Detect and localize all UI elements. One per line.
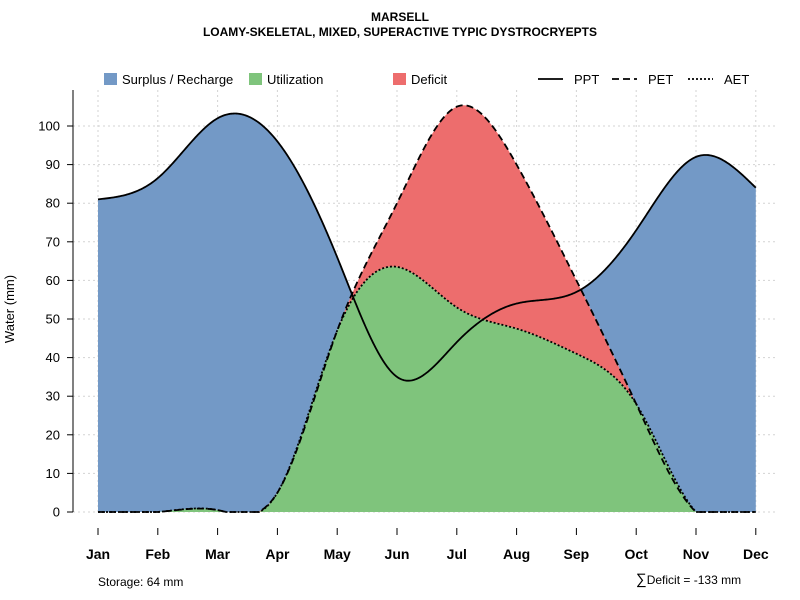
area-fills: [98, 105, 756, 512]
x-tick-label-dec: Dec: [743, 546, 769, 562]
x-tick-label-jan: Jan: [86, 546, 110, 562]
deficit-area: [98, 105, 756, 512]
axes: 0 10 20 30 40 50 60 70 80 90 100 Jan Feb Mar Apr May Jun…: [38, 90, 769, 562]
x-tick-label-jul: Jul: [447, 546, 467, 562]
chart-subtitle: LOAMY-SKELETAL, MIXED, SUPERACTIVE TYPIC…: [202, 25, 598, 39]
legend-swatch-surplus-recharge: [104, 73, 117, 85]
legend-item-ppt: PPT: [538, 72, 599, 87]
legend-label-deficit: Deficit: [411, 72, 448, 87]
legend-label-aet: AET: [724, 72, 749, 87]
x-tick-label-aug: Aug: [503, 546, 530, 562]
legend-label-surplus-recharge: Surplus / Recharge: [122, 72, 233, 87]
legend-label-pet: PET: [648, 72, 673, 87]
utilization-area: [98, 266, 756, 512]
x-tick-label-mar: Mar: [205, 546, 230, 562]
legend: Surplus / Recharge Utilization Deficit PPT P…: [104, 72, 749, 87]
legend-label-ppt: PPT: [574, 72, 599, 87]
y-tick-label-40: 40: [46, 350, 60, 365]
deficit-annotation: ∑Deficit = -133 mm: [636, 571, 741, 588]
y-tick-label-50: 50: [46, 312, 60, 327]
x-tick-label-apr: Apr: [265, 546, 290, 562]
series-lines: [97, 104, 757, 513]
surplus-area: [98, 105, 756, 512]
y-tick-label-10: 10: [46, 466, 60, 481]
y-tick-label-80: 80: [46, 196, 60, 211]
x-tick-label-may: May: [324, 546, 351, 562]
x-tick-label-jun: Jun: [385, 546, 410, 562]
legend-item-surplus-recharge: Surplus / Recharge: [104, 72, 233, 87]
x-tick-label-nov: Nov: [683, 546, 710, 562]
y-tick-label-0: 0: [53, 505, 60, 520]
legend-label-utilization: Utilization: [267, 72, 323, 87]
y-tick-label-90: 90: [46, 157, 60, 172]
y-tick-label-100: 100: [38, 119, 60, 134]
storage-annotation: Storage: 64 mm: [98, 575, 184, 589]
y-tick-label-20: 20: [46, 427, 60, 442]
legend-item-pet: PET: [612, 72, 673, 87]
aet-line: [98, 265, 756, 513]
y-tick-label-60: 60: [46, 273, 60, 288]
legend-item-deficit: Deficit: [393, 72, 448, 87]
x-tick-label-sep: Sep: [564, 546, 590, 562]
deficit-text: Deficit = -133 mm: [646, 573, 742, 587]
x-tick-label-oct: Oct: [625, 546, 649, 562]
legend-swatch-deficit: [393, 73, 406, 85]
sum-symbol: ∑: [636, 571, 647, 588]
legend-item-utilization: Utilization: [249, 72, 323, 87]
y-tick-label-30: 30: [46, 389, 60, 404]
legend-item-aet: AET: [688, 72, 749, 87]
legend-swatch-utilization: [249, 73, 262, 85]
chart-title: MARSELL: [371, 10, 429, 24]
x-tick-label-feb: Feb: [145, 546, 170, 562]
ppt-line: [97, 112, 757, 382]
y-axis-label: Water (mm): [2, 275, 17, 343]
y-tick-label-70: 70: [46, 234, 60, 249]
